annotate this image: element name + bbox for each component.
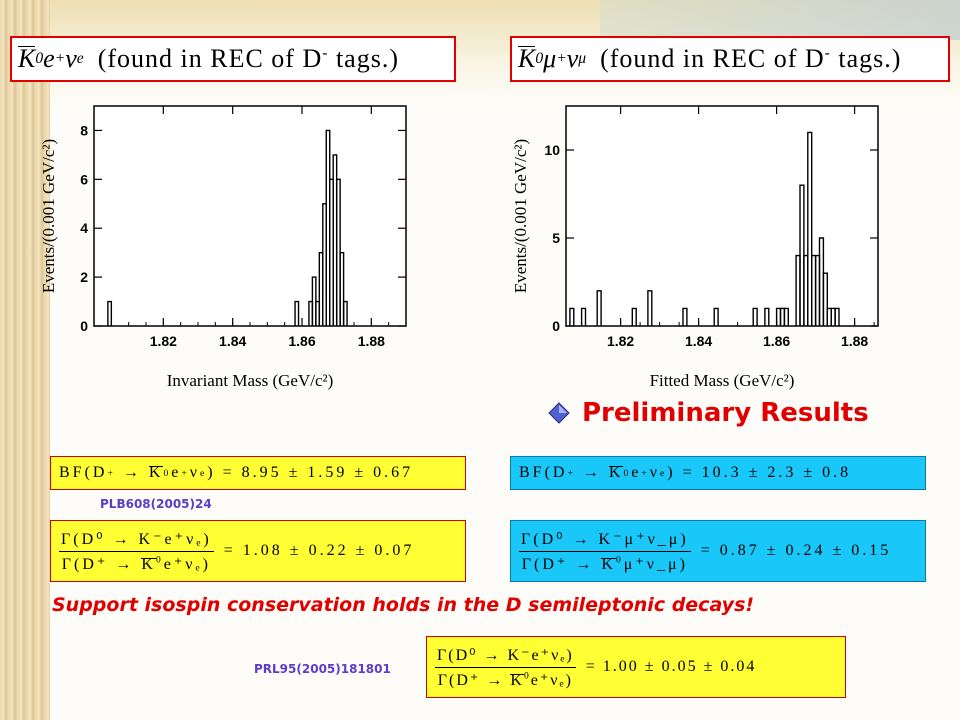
diamond-bullet-icon (548, 402, 570, 424)
title-right-k-sup: 0 (535, 50, 544, 67)
x-tick-label: 1.86 (288, 333, 315, 349)
ratio-right-fraction: Γ(D⁰ → K⁻μ⁺ν_μ) Γ(D⁺ → K0μ⁺ν_μ) (519, 530, 691, 573)
title-left-nu-sub: e (76, 50, 84, 67)
histogram-bar (631, 307, 637, 326)
title-left-lepton-sup: + (54, 50, 66, 67)
title-right-lepton-sup: + (556, 50, 567, 67)
histogram-bar (822, 272, 828, 326)
x-axis-label: Invariant Mass (GeV/c²) (167, 371, 334, 390)
title-right-nu: ν (566, 44, 579, 73)
histogram-bar (342, 300, 348, 326)
ratio-bottom-value: = 1.00 ± 0.05 ± 0.04 (585, 658, 757, 675)
y-tick-label: 4 (80, 220, 88, 236)
x-tick-label: 1.84 (219, 333, 246, 349)
histogram-bar (107, 300, 113, 326)
y-tick-label: 6 (80, 171, 88, 187)
histogram-bar (294, 300, 300, 326)
histogram-bar (596, 290, 602, 326)
title-left-lepton: e (43, 44, 55, 73)
histogram-bar (783, 307, 789, 326)
x-axis-label: Fitted Mass (GeV/c²) (650, 371, 795, 390)
reference-plb: PLB608(2005)24 (100, 497, 212, 511)
histogram-bar (647, 290, 653, 326)
title-left-k: K (18, 44, 36, 73)
ratio-right-formula: Γ(D⁰ → K⁻μ⁺ν_μ) Γ(D⁺ → K0μ⁺ν_μ) = 0.87 ±… (510, 520, 926, 582)
ratio-left-value: = 1.08 ± 0.22 ± 0.07 (223, 542, 415, 559)
histogram-bar (339, 251, 345, 326)
histogram-bar (834, 307, 840, 326)
y-tick-label: 8 (80, 122, 88, 138)
plot-frame (565, 105, 879, 327)
y-tick-label: 10 (544, 142, 560, 158)
histogram-bar (580, 307, 587, 326)
y-axis-label: Events/(0.001 GeV/c²) (511, 139, 530, 293)
x-tick-label: 1.84 (685, 333, 712, 349)
x-tick-label: 1.86 (763, 333, 790, 349)
reference-prl: PRL95(2005)181801 (254, 662, 391, 676)
title-right-k: K (518, 44, 536, 73)
ratio-left-fraction: Γ(D⁰ → K⁻e⁺νₑ) Γ(D⁺ → K0e⁺νₑ) (59, 530, 214, 573)
ratio-bottom-fraction: Γ(D⁰ → K⁻e⁺νₑ) Γ(D⁺ → K0e⁺νₑ) (435, 646, 576, 689)
ratio-bottom-formula: Γ(D⁰ → K⁻e⁺νₑ) Γ(D⁺ → K0e⁺νₑ) = 1.00 ± 0… (426, 636, 846, 698)
x-tick-label: 1.88 (358, 333, 385, 349)
ratio-right-value: = 0.87 ± 0.24 ± 0.15 (700, 542, 892, 559)
support-statement: Support isospin conservation holds in th… (52, 594, 755, 616)
histogram-bar (764, 307, 770, 326)
x-tick-label: 1.88 (841, 333, 868, 349)
preliminary-results-label: Preliminary Results (582, 398, 869, 428)
x-tick-label: 1.82 (607, 333, 634, 349)
y-tick-label: 0 (552, 318, 560, 334)
title-left-nu: ν (65, 44, 77, 73)
plot-frame (93, 105, 407, 327)
title-right-nu-sub: μ (578, 50, 587, 67)
y-axis-label: Events/(0.001 GeV/c²) (39, 139, 58, 293)
histogram-bar (569, 307, 575, 326)
x-tick-label: 1.82 (150, 333, 177, 349)
histogram-right: 1.82 1.84 1.86 1.88 0 5 10 Fitted Mass (GeV/c²)… (511, 105, 879, 390)
histogram-bar (807, 131, 813, 326)
y-tick-label: 0 (80, 318, 88, 334)
decorative-left-border (0, 0, 50, 720)
title-right-rest: (found in REC of D- tags.) (600, 44, 902, 73)
histogram-left: 1.82 1.84 1.86 1.88 0 2 4 6 8 Invariant Mass (GeV… (39, 105, 407, 390)
histogram-bar (713, 307, 719, 326)
y-tick-label: 5 (552, 230, 560, 246)
y-tick-label: 2 (80, 269, 88, 285)
title-left-k-sup: 0 (35, 50, 44, 67)
histogram-bar (752, 307, 758, 326)
title-right-lepton: μ (543, 44, 557, 73)
title-left-rest: (found in REC of D- tags.) (97, 44, 399, 73)
histogram-bar (682, 307, 688, 326)
decorative-top-banner-right (600, 0, 960, 40)
preliminary-results-heading: Preliminary Results (548, 398, 869, 428)
ratio-left-formula: Γ(D⁰ → K⁻e⁺νₑ) Γ(D⁺ → K0e⁺νₑ) = 1.08 ± 0… (50, 520, 466, 582)
